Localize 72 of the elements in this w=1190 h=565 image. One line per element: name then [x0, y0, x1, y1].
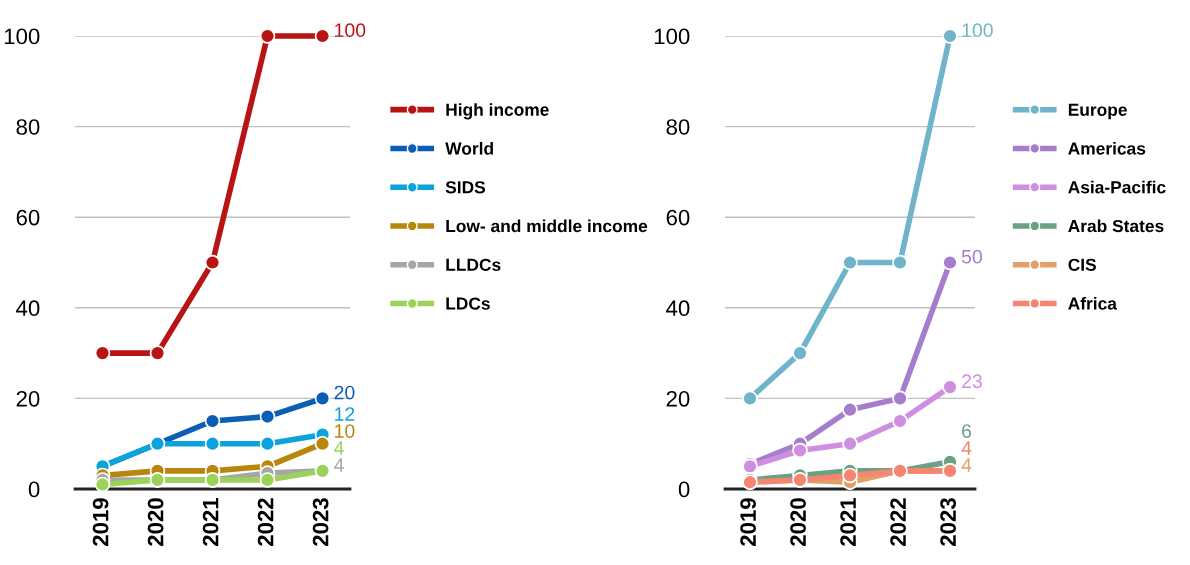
point — [892, 390, 908, 407]
x-tick-label: 2023 — [940, 498, 956, 546]
data-label: 23 — [962, 374, 982, 389]
data-label: 4 — [334, 441, 344, 455]
data-label: 6 — [962, 424, 972, 438]
point — [314, 435, 331, 452]
point — [792, 442, 808, 459]
point — [259, 435, 276, 452]
point — [314, 390, 331, 407]
legend-label: LDCs — [446, 297, 490, 310]
data-label: 4 — [961, 458, 972, 472]
x-tick-label: 2021 — [202, 497, 219, 546]
point — [942, 379, 958, 395]
point — [892, 254, 908, 271]
point — [742, 390, 758, 407]
point — [314, 28, 331, 44]
data-label: 12 — [335, 407, 355, 421]
legend-label: Asia-Pacific — [1068, 180, 1166, 194]
point — [842, 435, 858, 452]
point — [842, 401, 858, 418]
point — [942, 254, 958, 271]
legend-label: Africa — [1068, 296, 1118, 310]
data-label: 4 — [334, 458, 344, 472]
legend-label: CIS — [1068, 258, 1096, 271]
point — [942, 28, 958, 44]
point — [842, 254, 858, 271]
data-label: 100 — [335, 23, 366, 38]
data-label: 4 — [961, 441, 972, 455]
data-label: 20 — [334, 385, 355, 400]
x-tick-label: 2023 — [312, 498, 329, 546]
y-tick-label: 20 — [666, 390, 690, 407]
point — [259, 28, 276, 44]
y-tick-label: 0 — [678, 481, 690, 498]
point — [204, 413, 221, 429]
y-tick-label: 100 — [4, 28, 40, 45]
data-label: 50 — [961, 249, 982, 264]
y-tick-label: 60 — [16, 209, 40, 226]
y-tick-label: 0 — [28, 481, 40, 498]
legend-label: LLDCs — [446, 258, 501, 271]
legend-label: Arab States — [1068, 219, 1164, 233]
y-tick-label: 100 — [654, 28, 690, 45]
x-tick-label: 2020 — [147, 498, 164, 546]
point — [204, 254, 221, 271]
legend-label: Europe — [1068, 103, 1127, 120]
y-tick-label: 80 — [666, 119, 690, 135]
legend-label: Low- and middle income — [446, 219, 648, 233]
point — [94, 476, 111, 493]
point — [204, 435, 221, 452]
x-tick-label: 2020 — [790, 498, 806, 546]
point — [259, 408, 276, 425]
legend-label: World — [445, 141, 493, 155]
x-tick-label: 2019 — [740, 498, 756, 546]
y-tick-label: 80 — [16, 119, 40, 135]
x-tick-label: 2022 — [890, 498, 906, 546]
y-tick-label: 60 — [666, 209, 690, 226]
point — [892, 413, 908, 429]
legend-label: High income — [446, 103, 549, 120]
data-label: 10 — [335, 424, 355, 438]
legend-label: SIDS — [445, 181, 486, 194]
y-tick-label: 40 — [666, 300, 690, 317]
data-label: 100 — [962, 23, 993, 38]
x-tick-label: 2021 — [840, 497, 856, 546]
y-tick-label: 40 — [16, 300, 40, 317]
x-tick-label: 2019 — [92, 498, 109, 546]
point — [792, 345, 808, 361]
point — [149, 345, 166, 361]
y-tick-label: 20 — [16, 390, 40, 407]
point — [94, 345, 111, 361]
point — [259, 472, 276, 488]
x-tick-label: 2022 — [257, 498, 274, 546]
point — [842, 467, 858, 484]
legend-label: Americas — [1068, 141, 1146, 155]
